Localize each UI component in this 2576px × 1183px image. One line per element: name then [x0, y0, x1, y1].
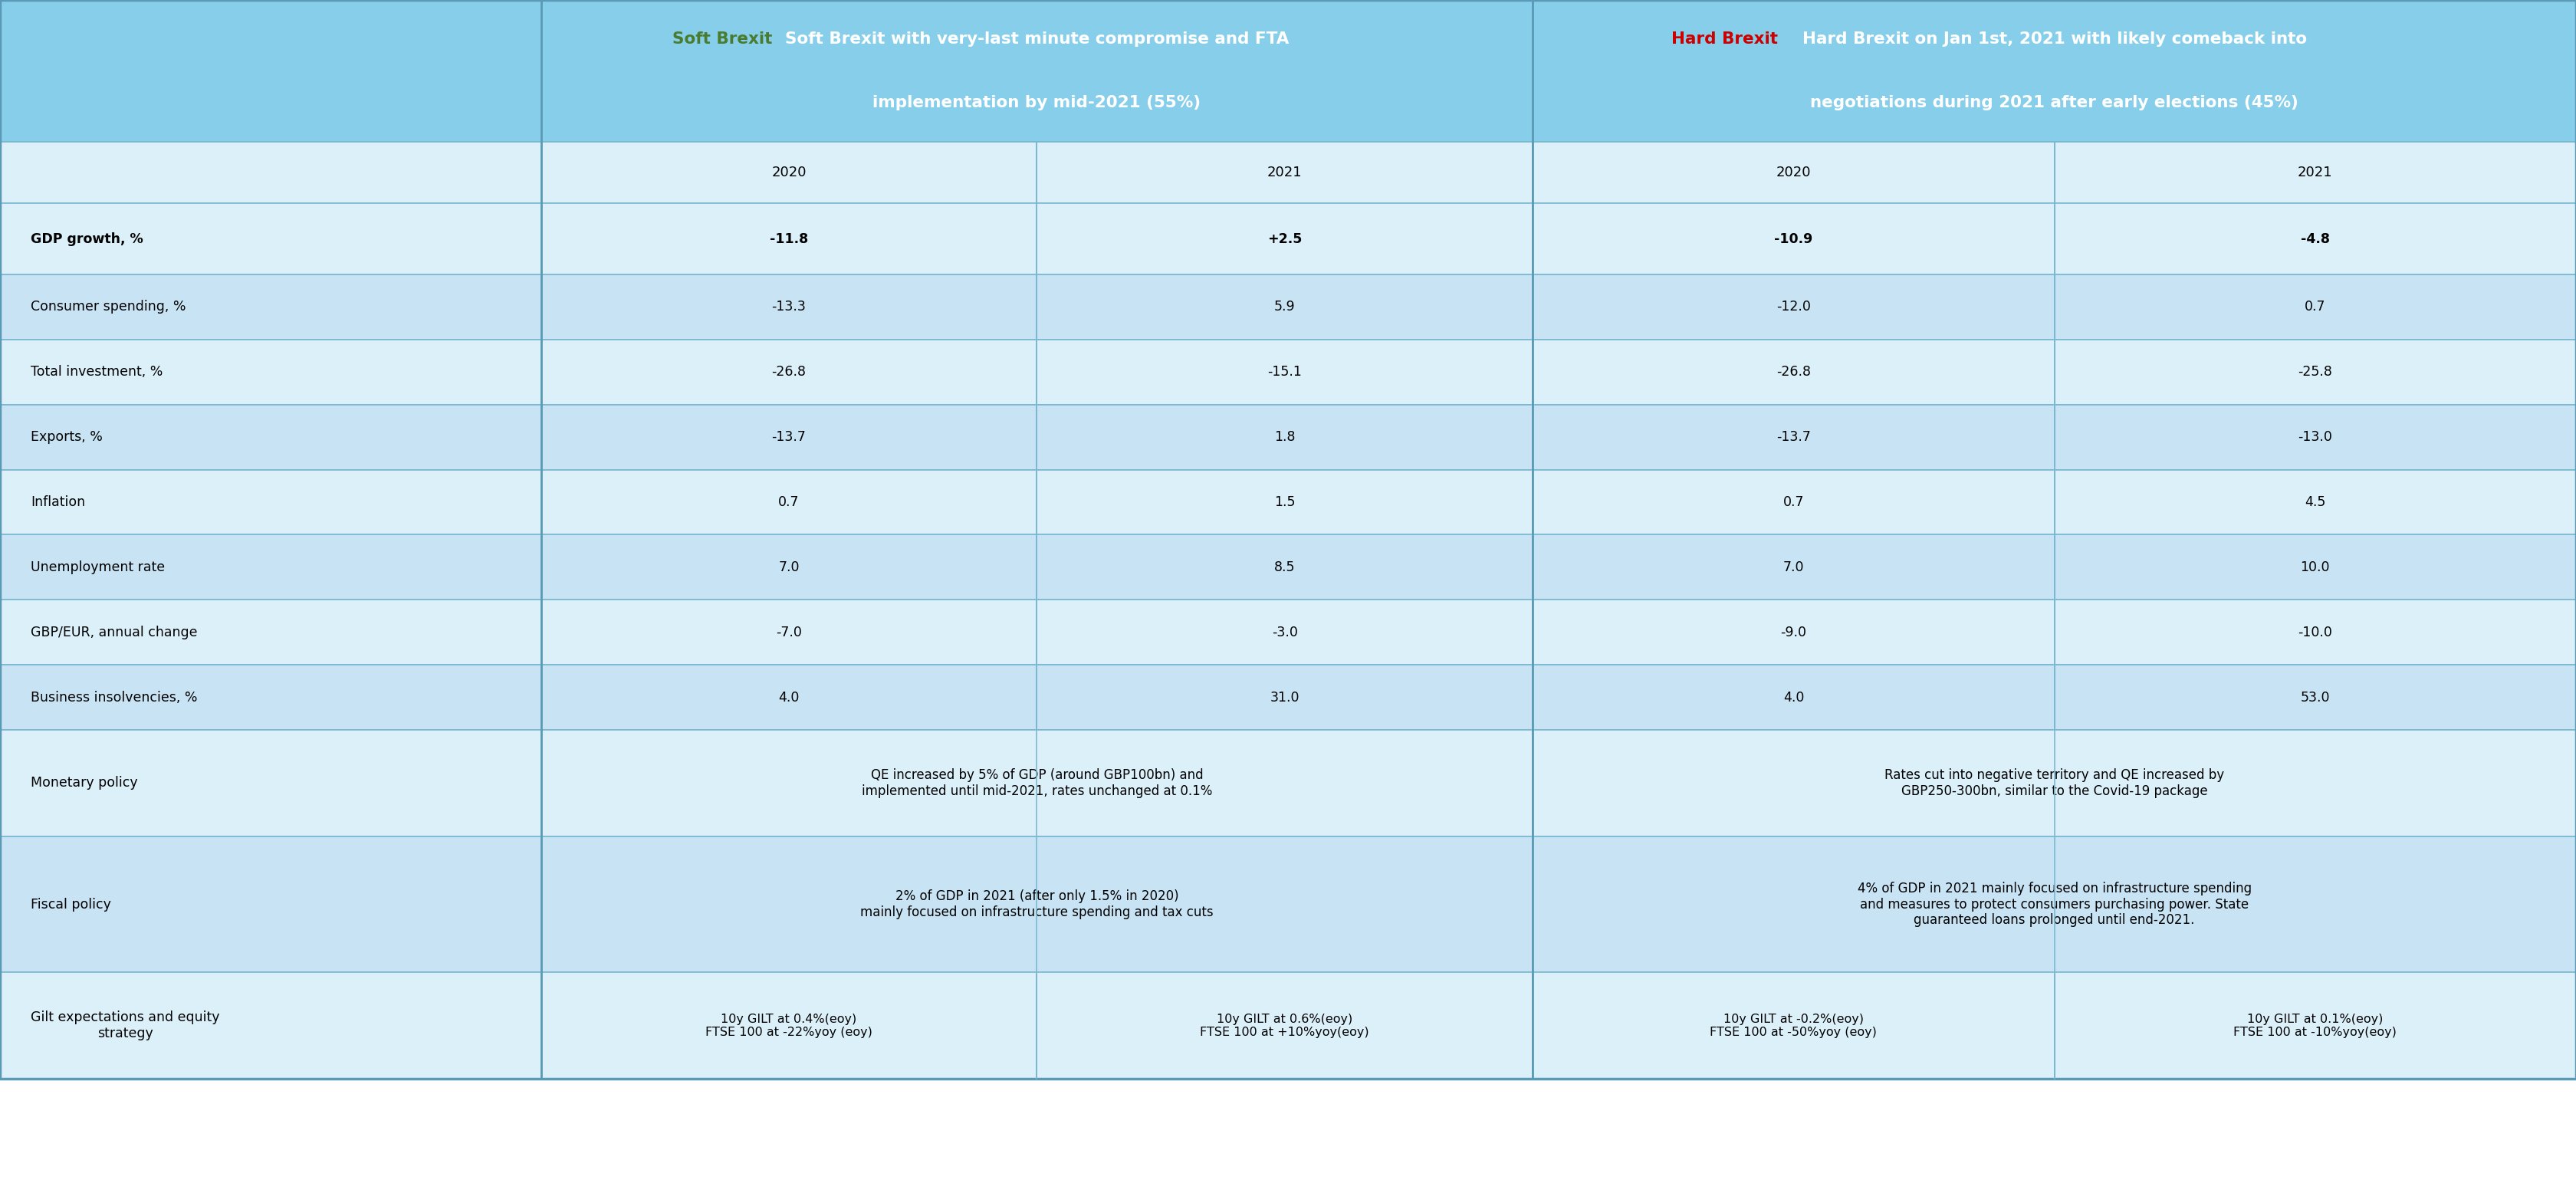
Text: -10.0: -10.0 — [2298, 626, 2331, 639]
Text: Monetary policy: Monetary policy — [31, 776, 139, 790]
Bar — [0, 340, 541, 405]
Bar — [541, 836, 1533, 972]
Bar — [1533, 340, 2053, 405]
Text: Gilt expectations and equity
strategy: Gilt expectations and equity strategy — [31, 1010, 219, 1041]
Text: -13.7: -13.7 — [1777, 431, 1811, 444]
Text: Soft Brexit: Soft Brexit — [672, 32, 773, 46]
Text: -26.8: -26.8 — [1777, 366, 1811, 379]
Text: 0.7: 0.7 — [1783, 496, 1803, 509]
Text: QE increased by 5% of GDP (around GBP100bn) and
implemented until mid-2021, rate: QE increased by 5% of GDP (around GBP100… — [860, 768, 1213, 799]
Text: 31.0: 31.0 — [1270, 691, 1298, 704]
Bar — [1533, 203, 2053, 274]
Bar — [541, 972, 1038, 1079]
Bar — [0, 470, 541, 535]
Text: Consumer spending, %: Consumer spending, % — [31, 300, 185, 313]
Bar — [0, 836, 541, 972]
Bar — [1036, 405, 1533, 470]
Bar — [1036, 274, 1533, 340]
Bar — [0, 203, 541, 274]
Text: Unemployment rate: Unemployment rate — [31, 561, 165, 574]
Text: -7.0: -7.0 — [775, 626, 801, 639]
Text: 4% of GDP in 2021 mainly focused on infrastructure spending
and measures to prot: 4% of GDP in 2021 mainly focused on infr… — [1857, 881, 2251, 927]
Text: -4.8: -4.8 — [2300, 232, 2329, 246]
Text: Hard Brexit on Jan 1st, 2021 with likely comeback into: Hard Brexit on Jan 1st, 2021 with likely… — [1803, 32, 2306, 46]
Bar — [0, 535, 541, 600]
Text: -9.0: -9.0 — [1780, 626, 1806, 639]
Text: Soft Brexit with very-last minute compromise and FTA: Soft Brexit with very-last minute compro… — [786, 32, 1288, 46]
Text: 2% of GDP in 2021 (after only 1.5% in 2020)
mainly focused on infrastructure spe: 2% of GDP in 2021 (after only 1.5% in 20… — [860, 890, 1213, 919]
Text: 2020: 2020 — [1775, 166, 1811, 180]
Bar — [1036, 535, 1533, 600]
Text: -13.3: -13.3 — [773, 300, 806, 313]
Text: 7.0: 7.0 — [778, 561, 799, 574]
Bar — [2053, 600, 2576, 665]
Bar — [1533, 836, 2576, 972]
Text: 2020: 2020 — [770, 166, 806, 180]
Text: 0.7: 0.7 — [2306, 300, 2326, 313]
Bar — [541, 405, 1038, 470]
Bar — [541, 0, 1533, 142]
Bar — [541, 535, 1038, 600]
Text: GDP growth, %: GDP growth, % — [31, 232, 144, 246]
Text: 10.0: 10.0 — [2300, 561, 2329, 574]
Text: -13.7: -13.7 — [773, 431, 806, 444]
Text: Rates cut into negative territory and QE increased by
GBP250-300bn, similar to t: Rates cut into negative territory and QE… — [1886, 768, 2223, 799]
Bar — [2053, 665, 2576, 730]
Bar — [1036, 142, 1533, 203]
Bar — [541, 730, 1533, 836]
Bar — [1533, 274, 2053, 340]
Bar — [541, 203, 1038, 274]
Text: 2021: 2021 — [1267, 166, 1303, 180]
Text: implementation by mid-2021 (55%): implementation by mid-2021 (55%) — [873, 96, 1200, 110]
Bar — [541, 274, 1038, 340]
Bar — [1533, 600, 2053, 665]
Bar — [1533, 665, 2053, 730]
Text: +2.5: +2.5 — [1267, 232, 1303, 246]
Text: -11.8: -11.8 — [770, 232, 809, 246]
Text: -25.8: -25.8 — [2298, 366, 2331, 379]
Text: Business insolvencies, %: Business insolvencies, % — [31, 691, 198, 704]
Bar — [2053, 405, 2576, 470]
Text: GBP/EUR, annual change: GBP/EUR, annual change — [31, 626, 198, 639]
Text: 10y GILT at -0.2%(eoy)
FTSE 100 at -50%yoy (eoy): 10y GILT at -0.2%(eoy) FTSE 100 at -50%y… — [1710, 1014, 1878, 1037]
Text: 4.5: 4.5 — [2306, 496, 2326, 509]
Bar — [1533, 470, 2053, 535]
Text: 4.0: 4.0 — [1783, 691, 1803, 704]
Text: -10.9: -10.9 — [1775, 232, 1814, 246]
Bar — [1036, 470, 1533, 535]
Bar — [2053, 203, 2576, 274]
Text: 10y GILT at 0.6%(eoy)
FTSE 100 at +10%yoy(eoy): 10y GILT at 0.6%(eoy) FTSE 100 at +10%yo… — [1200, 1014, 1370, 1037]
Text: 1.5: 1.5 — [1275, 496, 1296, 509]
Text: -15.1: -15.1 — [1267, 366, 1301, 379]
Bar — [541, 142, 1038, 203]
Text: 10y GILT at 0.4%(eoy)
FTSE 100 at -22%yoy (eoy): 10y GILT at 0.4%(eoy) FTSE 100 at -22%yo… — [706, 1014, 873, 1037]
Bar — [0, 274, 541, 340]
Bar — [0, 142, 541, 203]
Bar — [1533, 535, 2053, 600]
Bar — [2053, 972, 2576, 1079]
Text: 53.0: 53.0 — [2300, 691, 2329, 704]
Text: negotiations during 2021 after early elections (45%): negotiations during 2021 after early ele… — [1811, 96, 2298, 110]
Bar — [1533, 0, 2576, 142]
Bar — [1533, 972, 2053, 1079]
Bar — [1036, 340, 1533, 405]
Bar — [541, 600, 1038, 665]
Bar — [541, 665, 1038, 730]
Bar — [2053, 274, 2576, 340]
Bar — [0, 600, 541, 665]
Text: 8.5: 8.5 — [1275, 561, 1296, 574]
Text: Total investment, %: Total investment, % — [31, 366, 162, 379]
Bar — [1036, 600, 1533, 665]
Text: 7.0: 7.0 — [1783, 561, 1803, 574]
Text: -13.0: -13.0 — [2298, 431, 2331, 444]
Bar — [0, 665, 541, 730]
Text: -3.0: -3.0 — [1273, 626, 1298, 639]
Text: 10y GILT at 0.1%(eoy)
FTSE 100 at -10%yoy(eoy): 10y GILT at 0.1%(eoy) FTSE 100 at -10%yo… — [2233, 1014, 2396, 1037]
Text: Inflation: Inflation — [31, 496, 85, 509]
Text: 2021: 2021 — [2298, 166, 2334, 180]
Text: 4.0: 4.0 — [778, 691, 799, 704]
Bar — [1533, 730, 2576, 836]
Text: Fiscal policy: Fiscal policy — [31, 898, 111, 911]
Bar — [541, 470, 1038, 535]
Bar — [0, 0, 541, 142]
